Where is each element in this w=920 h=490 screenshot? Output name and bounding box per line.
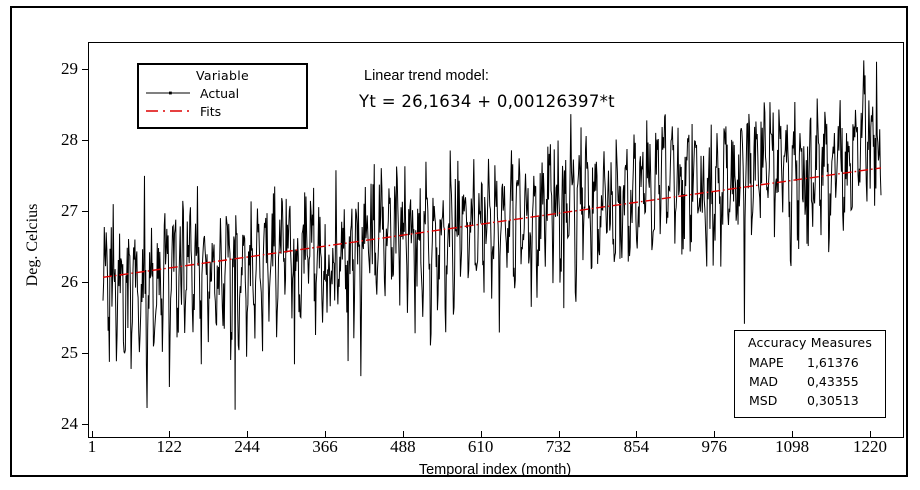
- x-tick-label: 976: [701, 437, 728, 456]
- y-axis-title: Deg. Celcius: [24, 203, 41, 287]
- y-tick-label: 27: [61, 201, 78, 220]
- x-axis-title: Temporal index (month): [418, 462, 572, 478]
- accuracy-label: MAD: [749, 374, 778, 389]
- fits-line-sample-icon: [146, 110, 190, 112]
- x-tick-label: 122: [156, 437, 182, 456]
- accuracy-value: 1,61376: [807, 355, 859, 370]
- x-tick-label: 610: [467, 437, 494, 456]
- accuracy-label: MSD: [749, 393, 778, 408]
- trend-equation: Yt = 26,1634 + 0,00126397*t: [359, 92, 615, 111]
- x-tick-label: 366: [312, 437, 338, 456]
- x-tick-mark: [558, 431, 560, 437]
- y-tick-mark: [82, 353, 88, 354]
- x-tick-mark: [92, 431, 93, 437]
- y-tick-mark: [82, 424, 88, 425]
- y-tick-mark: [82, 69, 88, 70]
- x-tick-mark: [870, 431, 871, 437]
- x-tick-mark: [324, 431, 326, 437]
- x-tick-mark: [480, 431, 482, 437]
- y-tick-mark: [82, 140, 88, 141]
- accuracy-row-mad: MAD 0,43355: [749, 374, 859, 389]
- y-tick-label: 26: [61, 272, 78, 291]
- accuracy-value: 0,43355: [807, 374, 859, 389]
- accuracy-measures-box: Accuracy Measures MAPE 1,61376 MAD 0,433…: [734, 330, 886, 418]
- accuracy-row-mape: MAPE 1,61376: [749, 355, 859, 370]
- x-tick-mark: [169, 431, 171, 437]
- legend-item-actual: Actual: [145, 85, 239, 101]
- legend: Variable Actual Fits: [137, 63, 308, 129]
- y-tick-label: 25: [61, 343, 78, 362]
- x-tick-mark: [402, 431, 404, 437]
- accuracy-value: 0,30513: [807, 393, 859, 408]
- x-tick-label: 1: [87, 437, 97, 456]
- y-tick-mark: [82, 282, 88, 283]
- accuracy-header: Accuracy Measures: [747, 335, 873, 350]
- x-tick-label: 732: [545, 437, 572, 456]
- y-tick-label: 28: [61, 130, 78, 149]
- x-tick-mark: [792, 431, 794, 437]
- x-tick-label: 1098: [775, 437, 810, 456]
- x-tick-label: 244: [234, 437, 260, 456]
- legend-label-fits: Fits: [200, 103, 222, 119]
- plot-area: [88, 42, 904, 438]
- accuracy-label: MAPE: [749, 355, 784, 370]
- legend-header: Variable: [195, 68, 249, 83]
- legend-label-actual: Actual: [200, 85, 240, 101]
- accuracy-row-msd: MSD 0,30513: [749, 393, 859, 408]
- trend-model-annotation: Linear trend model:: [364, 68, 489, 84]
- y-tick-label: 24: [61, 414, 78, 433]
- legend-item-fits: Fits: [145, 103, 221, 119]
- actual-series-line: [102, 60, 882, 410]
- fits-trend-line: [102, 167, 882, 279]
- x-tick-mark: [714, 431, 716, 437]
- actual-line-sample-icon: [146, 91, 190, 95]
- x-tick-label: 854: [623, 437, 650, 456]
- x-tick-mark: [247, 431, 249, 437]
- x-tick-mark: [636, 431, 638, 437]
- x-tick-label: 1220: [853, 437, 887, 456]
- x-tick-label: 488: [390, 437, 416, 456]
- chart-canvas: [102, 60, 882, 410]
- y-tick-label: 29: [61, 59, 78, 78]
- y-tick-mark: [82, 211, 88, 212]
- figure-border: 29 28 27 26 25 24 1 122 244 366 488 610 732 854 976 10…: [10, 6, 908, 478]
